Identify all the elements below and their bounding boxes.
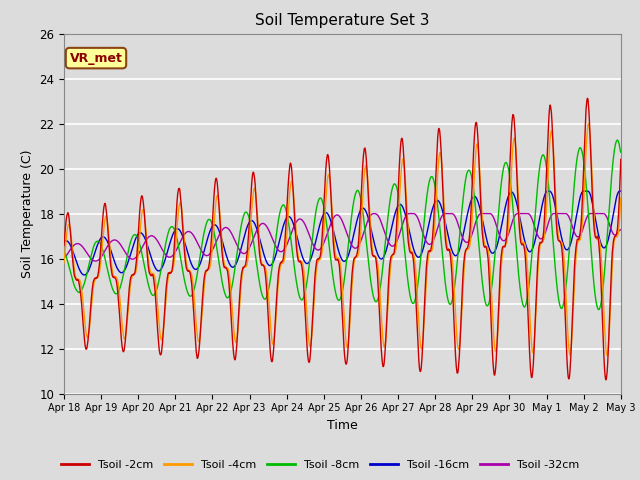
Tsoil -4cm	[216, 203, 223, 209]
Tsoil -2cm	[617, 156, 625, 162]
Tsoil -32cm	[371, 211, 379, 216]
Tsoil -4cm	[504, 228, 512, 234]
Tsoil -16cm	[544, 188, 552, 194]
Tsoil -8cm	[568, 216, 575, 222]
Line: Tsoil -2cm: Tsoil -2cm	[64, 98, 621, 380]
Tsoil -2cm	[358, 168, 366, 174]
Tsoil -8cm	[358, 206, 366, 212]
Tsoil -16cm	[371, 242, 379, 248]
Tsoil -32cm	[370, 211, 378, 216]
Tsoil -2cm	[216, 207, 223, 213]
Line: Tsoil -16cm: Tsoil -16cm	[64, 191, 621, 275]
Tsoil -32cm	[92, 258, 99, 264]
Tsoil -32cm	[568, 223, 576, 228]
Tsoil -2cm	[602, 377, 610, 383]
Tsoil -32cm	[216, 232, 223, 238]
Text: VR_met: VR_met	[70, 51, 122, 65]
Tsoil -8cm	[595, 307, 602, 312]
Line: Tsoil -4cm: Tsoil -4cm	[64, 124, 621, 355]
Tsoil -8cm	[216, 261, 223, 267]
Tsoil -16cm	[60, 238, 68, 244]
Tsoil -8cm	[613, 137, 621, 143]
Tsoil -16cm	[584, 188, 591, 194]
Tsoil -4cm	[568, 340, 575, 346]
Tsoil -4cm	[617, 195, 625, 201]
Line: Tsoil -32cm: Tsoil -32cm	[64, 214, 621, 261]
Tsoil -32cm	[584, 213, 591, 219]
Tsoil -4cm	[371, 253, 378, 259]
Tsoil -32cm	[359, 233, 367, 239]
Tsoil -32cm	[60, 254, 68, 260]
Tsoil -2cm	[371, 253, 378, 259]
Tsoil -16cm	[359, 205, 367, 211]
Tsoil -16cm	[504, 193, 512, 199]
Y-axis label: Soil Temperature (C): Soil Temperature (C)	[20, 149, 34, 278]
Tsoil -32cm	[617, 227, 625, 233]
Tsoil -8cm	[371, 297, 378, 303]
Tsoil -8cm	[504, 164, 512, 170]
Tsoil -4cm	[604, 352, 611, 358]
Tsoil -2cm	[568, 336, 575, 342]
Tsoil -16cm	[568, 236, 576, 241]
Tsoil -2cm	[584, 96, 591, 101]
Tsoil -4cm	[585, 121, 593, 127]
Tsoil -2cm	[504, 207, 512, 213]
Tsoil -16cm	[216, 229, 223, 235]
Tsoil -8cm	[583, 192, 591, 198]
Tsoil -16cm	[81, 272, 88, 278]
Title: Soil Temperature Set 3: Soil Temperature Set 3	[255, 13, 429, 28]
Tsoil -8cm	[60, 250, 68, 255]
Tsoil -4cm	[358, 201, 366, 206]
X-axis label: Time: Time	[327, 419, 358, 432]
Tsoil -8cm	[617, 149, 625, 155]
Tsoil -2cm	[583, 96, 591, 102]
Tsoil -32cm	[505, 231, 513, 237]
Tsoil -2cm	[60, 243, 68, 249]
Tsoil -4cm	[583, 132, 591, 138]
Line: Tsoil -8cm: Tsoil -8cm	[64, 140, 621, 310]
Legend: Tsoil -2cm, Tsoil -4cm, Tsoil -8cm, Tsoil -16cm, Tsoil -32cm: Tsoil -2cm, Tsoil -4cm, Tsoil -8cm, Tsoi…	[56, 456, 584, 474]
Tsoil -16cm	[617, 188, 625, 194]
Tsoil -4cm	[60, 260, 68, 266]
